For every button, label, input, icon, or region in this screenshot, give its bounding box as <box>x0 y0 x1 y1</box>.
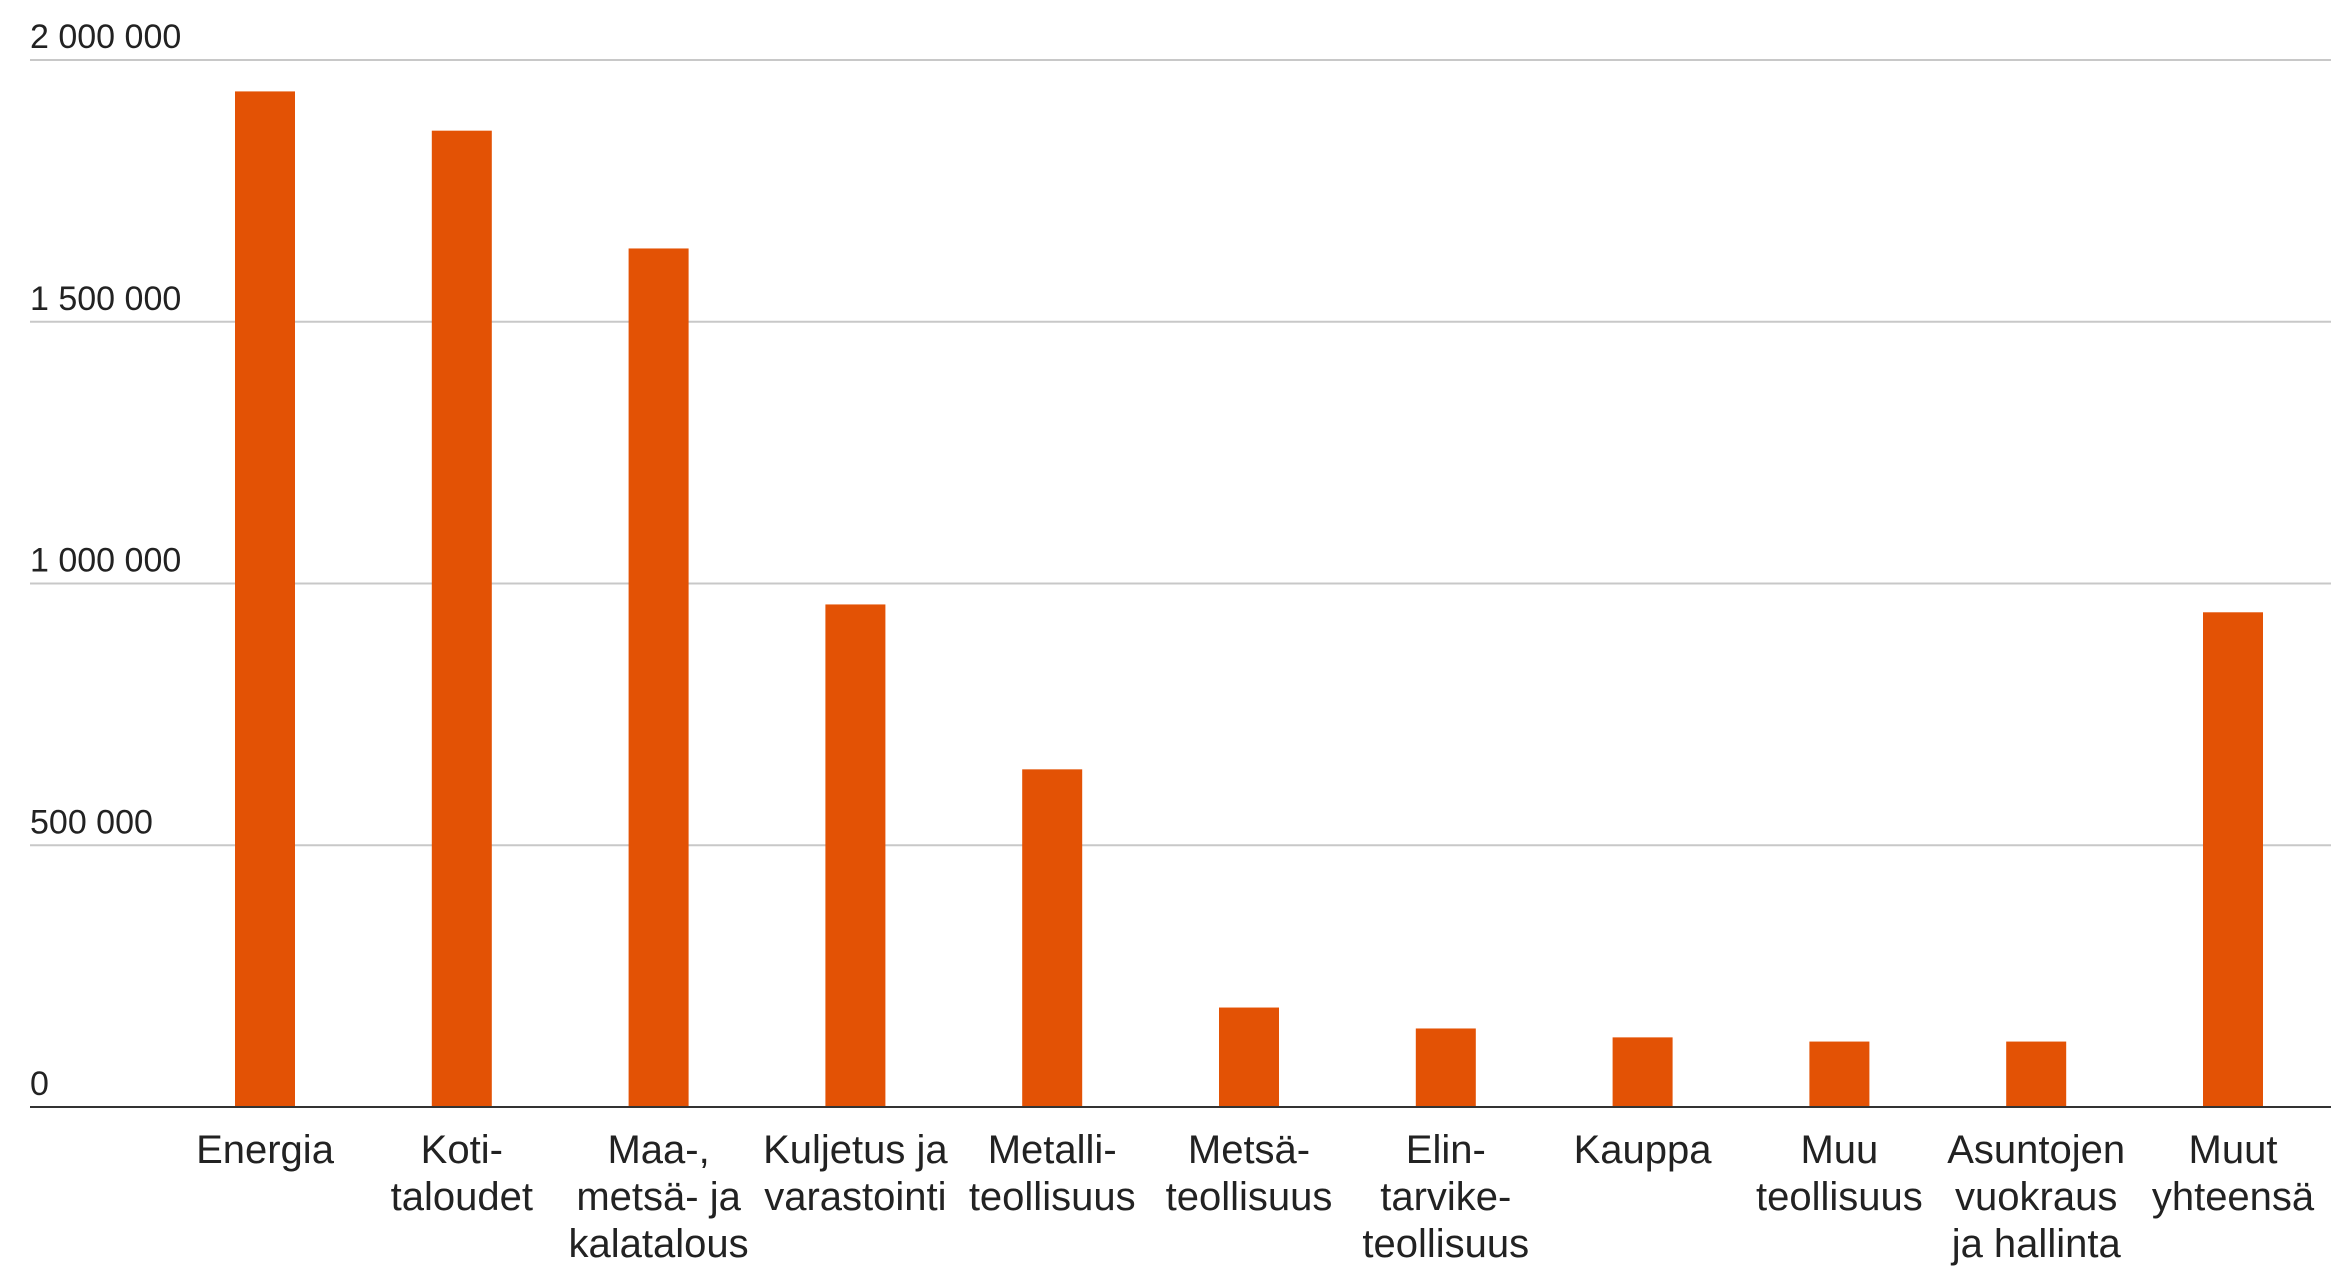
x-category-label-line: Metsä- <box>1188 1128 1310 1172</box>
bar <box>1219 1007 1279 1107</box>
x-category-label: Maa-, metsä- ja kalatalous <box>569 1128 749 1266</box>
x-category-label: Elin-tarvike-teollisuus <box>1362 1128 1529 1266</box>
x-category-label-line: Muu <box>1800 1128 1878 1172</box>
x-category-label-line: ja hallinta <box>1951 1222 2122 1266</box>
x-category-label-line: kalatalous <box>569 1222 749 1266</box>
x-category-label: Metsä-teollisuus <box>1166 1128 1333 1219</box>
x-category-label: Energia <box>196 1128 335 1172</box>
x-category-label: Kauppa <box>1574 1128 1713 1172</box>
y-tick-label: 2 000 000 <box>30 18 181 56</box>
x-category-label: Muut yhteensä <box>2152 1128 2315 1219</box>
x-category-label-line: teollisuus <box>969 1175 1136 1219</box>
x-category-label-line: taloudet <box>391 1175 533 1219</box>
x-category-label-line: tarvike- <box>1380 1175 1511 1219</box>
gridlines <box>30 59 2331 847</box>
x-category-label-line: Elin- <box>1406 1128 1486 1172</box>
bars <box>235 91 2263 1108</box>
bar <box>2203 612 2263 1107</box>
bar <box>1415 1028 1476 1107</box>
x-category-label-line: Asuntojen <box>1947 1128 2125 1172</box>
x-category-label-line: Koti- <box>421 1128 503 1172</box>
bar <box>1809 1041 1870 1107</box>
x-category-label: Muu teollisuus <box>1756 1128 1923 1219</box>
x-category-label-line: varastointi <box>764 1175 946 1219</box>
x-axis-category-labels: Energia Koti-taloudet Maa-, metsä- ja kalata… <box>196 1128 2315 1266</box>
x-category-label-line: teollisuus <box>1166 1175 1333 1219</box>
x-category-label-line: yhteensä <box>2152 1175 2315 1219</box>
bar <box>431 130 492 1108</box>
bar <box>2006 1041 2067 1107</box>
x-category-label: Koti-taloudet <box>391 1128 533 1219</box>
x-category-label-line: Maa-, <box>607 1128 709 1172</box>
bar <box>1022 769 1083 1107</box>
bar <box>825 604 886 1107</box>
x-category-label-line: Kauppa <box>1574 1128 1713 1172</box>
y-tick-label: 1 000 000 <box>30 542 181 580</box>
x-category-label-line: metsä- ja <box>576 1175 741 1219</box>
y-tick-label: 500 000 <box>30 803 153 841</box>
bar <box>628 248 689 1107</box>
x-category-label-line: Muut <box>2189 1128 2278 1172</box>
x-category-label-line: Metalli- <box>988 1128 1117 1172</box>
bar <box>235 91 295 1107</box>
y-axis-tick-labels: 0 500 000 1 000 000 1 500 000 2 000 000 <box>30 18 181 1103</box>
x-category-label: Kuljetus ja varastointi <box>763 1128 948 1219</box>
x-category-label: Metalli-teollisuus <box>969 1128 1136 1219</box>
y-tick-label: 0 <box>30 1065 49 1103</box>
x-category-label-line: teollisuus <box>1362 1222 1529 1266</box>
x-category-label: Asuntojen vuokraus ja hallinta <box>1947 1128 2125 1266</box>
x-category-label-line: Kuljetus ja <box>763 1128 948 1172</box>
y-tick-label: 1 500 000 <box>30 280 181 318</box>
x-category-label-line: Energia <box>196 1128 335 1172</box>
x-category-label-line: vuokraus <box>1955 1175 2117 1219</box>
x-category-label-line: teollisuus <box>1756 1175 1923 1219</box>
bar <box>1612 1037 1673 1107</box>
